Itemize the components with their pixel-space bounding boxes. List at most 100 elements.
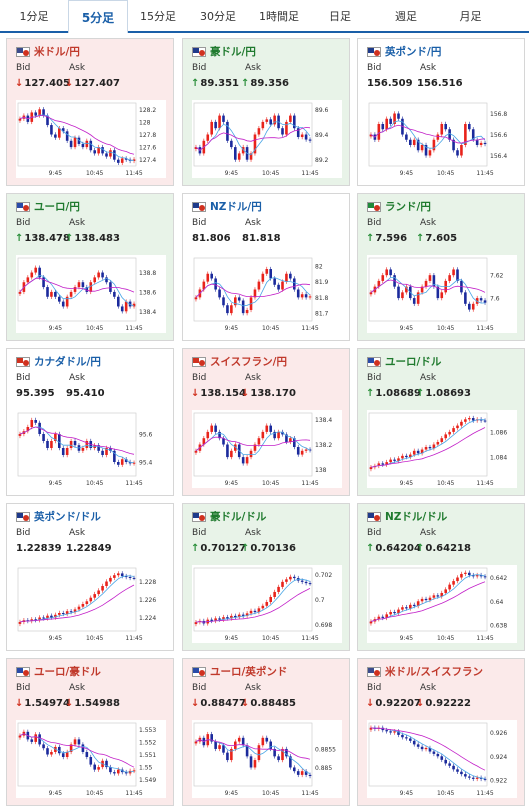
candle-body bbox=[269, 119, 272, 125]
tab-monthly[interactable]: 月足 bbox=[459, 9, 482, 23]
rate-card[interactable]: ユーロ/円 Bid Ask ↑138.478 ↑138.483 138.8 138… bbox=[6, 193, 174, 341]
candle-body bbox=[222, 115, 225, 122]
rate-card[interactable]: 豪ドル/円 Bid Ask ↑89.351 ↑89.356 89.6 89.4 89… bbox=[182, 38, 350, 186]
candlestick-chart[interactable]: 82 81.9 81.8 81.7 9:45 10:45 11:45 bbox=[192, 255, 342, 333]
candlestick-chart[interactable]: 0.8855 0.885 9:45 10:45 11:45 bbox=[192, 720, 342, 798]
tab-5min[interactable]: 5分足 bbox=[68, 0, 128, 33]
candlestick-chart[interactable]: 1.086 1.084 9:45 10:45 11:45 bbox=[367, 410, 517, 488]
rate-card[interactable]: 米ドル/円 Bid Ask ↓127.405 ↓127.407 128.2 128… bbox=[6, 38, 174, 186]
bid-price: 0.64204 bbox=[375, 543, 421, 554]
candle-body bbox=[460, 771, 463, 775]
candle-body bbox=[58, 613, 61, 615]
candle-body bbox=[293, 576, 296, 579]
pair-name[interactable]: 英ポンド/円 bbox=[385, 46, 442, 58]
slow-moving-average-line bbox=[19, 115, 135, 155]
flag-icon bbox=[192, 202, 206, 212]
candle-body bbox=[26, 277, 30, 283]
candle-body bbox=[401, 455, 404, 459]
candle-body bbox=[85, 601, 89, 604]
y-tick-label: 138.2 bbox=[315, 442, 332, 449]
pair-name[interactable]: 英ポンド/ドル bbox=[34, 511, 101, 523]
candle-body bbox=[405, 286, 408, 293]
candlestick-chart[interactable]: 138.8 138.6 138.4 9:45 10:45 11:45 bbox=[16, 255, 166, 333]
ask-label: Ask bbox=[69, 528, 86, 538]
candle-body bbox=[18, 434, 22, 436]
candle-body bbox=[273, 431, 276, 439]
pair-name[interactable]: ユーロ/英ポンド bbox=[210, 666, 288, 678]
candle-body bbox=[97, 445, 100, 451]
candle-body bbox=[42, 744, 45, 749]
candlestick-chart[interactable]: 138.4 138.2 138 9:45 10:45 11:45 bbox=[192, 410, 342, 488]
candle-body bbox=[54, 614, 57, 618]
pair-name[interactable]: 豪ドル/ドル bbox=[210, 511, 267, 523]
pair-name[interactable]: スイスフラン/円 bbox=[210, 356, 288, 368]
rate-card[interactable]: NZドル/円 Bid Ask 81.806 81.818 82 81.9 81.8 8… bbox=[182, 193, 350, 341]
rate-card[interactable]: NZドル/ドル Bid Ask ↑0.64204 ↑0.64218 0.642 0… bbox=[357, 503, 525, 651]
plot-frame bbox=[193, 722, 313, 787]
candle-body bbox=[109, 448, 112, 451]
chart-background bbox=[192, 100, 342, 178]
rate-card[interactable]: 英ポンド/ドル Bid Ask 1.22839 1.22849 1.228 1.2… bbox=[6, 503, 174, 651]
y-tick-label: 0.642 bbox=[490, 575, 507, 582]
pair-name[interactable]: NZドル/円 bbox=[210, 201, 262, 213]
candle-body bbox=[34, 112, 37, 116]
rate-card[interactable]: ユーロ/英ポンド Bid Ask ↓0.88477 ↓0.88485 0.885… bbox=[182, 658, 350, 806]
fast-moving-average-line bbox=[195, 277, 311, 307]
rate-card[interactable]: 英ポンド/円 Bid Ask 156.509 156.516 156.8 156.… bbox=[357, 38, 525, 186]
pair-name[interactable]: ユーロ/豪ドル bbox=[34, 666, 101, 678]
flag-icon bbox=[16, 202, 30, 212]
pair-name[interactable]: ユーロ/ドル bbox=[385, 356, 442, 368]
ask-label: Ask bbox=[69, 373, 86, 383]
tab-30min[interactable]: 30分足 bbox=[200, 9, 236, 23]
pair-name[interactable]: ランド/円 bbox=[385, 201, 431, 213]
candle-body bbox=[132, 303, 136, 307]
candle-body bbox=[300, 771, 304, 775]
candlestick-chart[interactable]: 7.62 7.6 9:45 10:45 11:45 bbox=[367, 255, 517, 333]
candlestick-chart[interactable]: 0.702 0.7 0.698 9:45 10:45 11:45 bbox=[192, 565, 342, 643]
rate-card[interactable]: ユーロ/ドル Bid Ask ↑1.08689 ↑1.08693 1.086 1.… bbox=[357, 348, 525, 496]
rate-card[interactable]: カナダドル/円 Bid Ask 95.395 95.410 95.6 95.4 9:… bbox=[6, 348, 174, 496]
candlestick-chart[interactable]: 0.642 0.64 0.638 9:45 10:45 11:45 bbox=[367, 565, 517, 643]
ask-value: 1.22849 bbox=[65, 543, 112, 554]
tab-1min[interactable]: 1分足 bbox=[19, 9, 49, 23]
pair-name[interactable]: ユーロ/円 bbox=[34, 201, 80, 213]
y-tick-label: 0.926 bbox=[490, 730, 507, 737]
candle-body bbox=[253, 760, 257, 768]
candle-body bbox=[369, 621, 373, 624]
rate-card[interactable]: スイスフラン/円 Bid Ask ↓138.154 ↓138.170 138.4… bbox=[182, 348, 350, 496]
candlestick-chart[interactable]: 89.6 89.4 89.2 9:45 10:45 11:45 bbox=[192, 100, 342, 178]
pair-name[interactable]: NZドル/ドル bbox=[385, 511, 448, 523]
tab-daily[interactable]: 日足 bbox=[329, 9, 351, 23]
rate-card[interactable]: ユーロ/豪ドル Bid Ask ↓1.54974 ↓1.54988 1.553 1… bbox=[6, 658, 174, 806]
candlestick-chart[interactable]: 1.553 1.552 1.551 1.55 1.549 9:45 10:45 11:45 bbox=[16, 720, 166, 798]
candle-body bbox=[230, 140, 233, 148]
pair-name[interactable]: 米ドル/円 bbox=[34, 46, 80, 58]
tab-1hour[interactable]: 1時間足 bbox=[259, 9, 299, 23]
candlestick-chart[interactable]: 156.8 156.6 156.4 9:45 10:45 11:45 bbox=[367, 100, 517, 178]
bid-price: 127.405 bbox=[24, 78, 70, 89]
candlestick-chart[interactable]: 128.2 128 127.8 127.6 127.4 9:45 10:45 11:45 bbox=[16, 100, 166, 178]
candlestick-chart[interactable]: 95.6 95.4 9:45 10:45 11:45 bbox=[16, 410, 166, 488]
rate-card[interactable]: 豪ドル/ドル Bid Ask ↑0.70127 ↑0.70136 0.702 0.… bbox=[182, 503, 350, 651]
pair-name[interactable]: 豪ドル/円 bbox=[210, 46, 256, 58]
candlestick-chart[interactable]: 1.228 1.226 1.224 9:45 10:45 11:45 bbox=[16, 565, 166, 643]
candle-body bbox=[30, 619, 34, 622]
y-tick-label: 0.922 bbox=[490, 778, 507, 785]
candle-body bbox=[46, 115, 49, 126]
tab-15min[interactable]: 15分足 bbox=[140, 9, 176, 23]
plot-frame bbox=[17, 257, 137, 322]
pair-name[interactable]: 米ドル/スイスフラン bbox=[385, 666, 484, 678]
candle-body bbox=[397, 731, 400, 735]
tab-weekly[interactable]: 週足 bbox=[395, 9, 417, 23]
candle-body bbox=[61, 613, 65, 614]
rate-card[interactable]: ランド/円 Bid Ask ↑7.596 ↑7.605 7.62 7.6 9:45 1… bbox=[357, 193, 525, 341]
candle-body bbox=[452, 765, 455, 770]
pair-name[interactable]: カナダドル/円 bbox=[34, 356, 101, 368]
candlestick-chart[interactable]: 0.926 0.924 0.922 9:45 10:45 11:45 bbox=[367, 720, 517, 798]
slow-moving-average-line bbox=[195, 739, 311, 760]
candle-body bbox=[479, 298, 483, 301]
candle-body bbox=[293, 438, 296, 448]
candle-body bbox=[265, 119, 269, 122]
rate-card[interactable]: 米ドル/スイスフラン Bid Ask ↓0.92207 ↓0.92222 0.9… bbox=[357, 658, 525, 806]
candle-body bbox=[471, 129, 475, 140]
